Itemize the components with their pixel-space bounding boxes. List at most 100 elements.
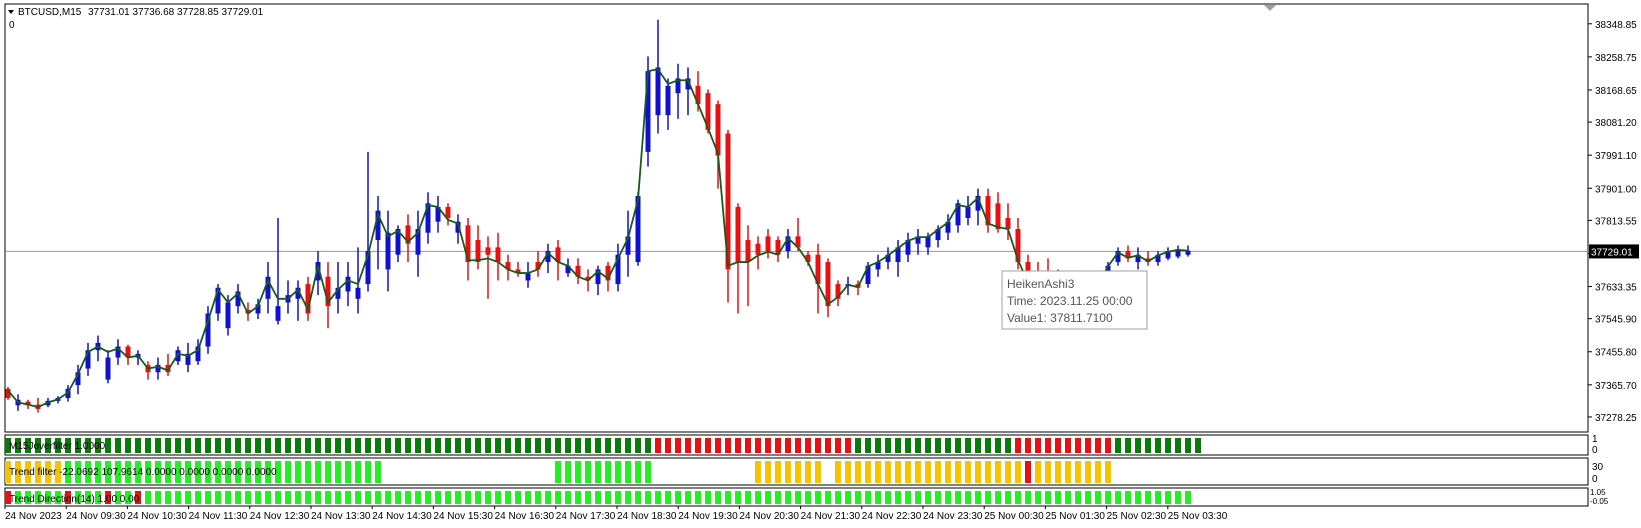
candle-body bbox=[1115, 251, 1121, 263]
histogram-bar bbox=[665, 438, 671, 453]
time-axis: 24 Nov 2023 24 Nov 09:30 24 Nov 10:30 24 No… bbox=[4, 506, 1228, 522]
candle-body bbox=[25, 401, 31, 406]
histogram-bar bbox=[705, 438, 711, 453]
histogram-bar bbox=[685, 491, 691, 504]
histogram-bar bbox=[595, 461, 601, 483]
histogram-bar bbox=[1085, 461, 1091, 483]
histogram-bar bbox=[915, 491, 921, 504]
histogram-bar bbox=[885, 438, 891, 453]
histogram-bar bbox=[315, 461, 321, 483]
histogram-bar bbox=[1185, 438, 1191, 453]
candle-body bbox=[305, 284, 311, 314]
candle-body bbox=[495, 247, 501, 263]
histogram-bar bbox=[395, 491, 401, 504]
histogram-bar bbox=[165, 461, 171, 483]
candle-body bbox=[885, 254, 891, 263]
price-tick-label: 37455.80 bbox=[1595, 348, 1637, 359]
panel3-histogram bbox=[5, 491, 1191, 504]
histogram-bar bbox=[925, 491, 931, 504]
histogram-bar bbox=[925, 461, 931, 483]
candle-body bbox=[975, 195, 981, 211]
price-tick-label: 37545.90 bbox=[1595, 315, 1637, 326]
histogram-bar bbox=[575, 438, 581, 453]
histogram-bar bbox=[1095, 461, 1101, 483]
histogram-bar bbox=[475, 438, 481, 453]
histogram-bar bbox=[845, 438, 851, 453]
histogram-bar bbox=[275, 438, 281, 453]
histogram-bar bbox=[855, 438, 861, 453]
histogram-bar bbox=[1105, 461, 1111, 483]
histogram-bar bbox=[615, 491, 621, 504]
histogram-bar bbox=[855, 461, 861, 483]
histogram-bar bbox=[335, 438, 341, 453]
histogram-bar bbox=[995, 461, 1001, 483]
candle-body bbox=[1145, 258, 1151, 263]
candle-body bbox=[545, 251, 551, 263]
histogram-bar bbox=[465, 438, 471, 453]
candle-body bbox=[325, 276, 331, 307]
histogram-bar bbox=[1045, 438, 1051, 453]
histogram-bar bbox=[305, 438, 311, 453]
histogram-bar bbox=[235, 491, 241, 504]
candle-body bbox=[1165, 251, 1171, 259]
histogram-bar bbox=[115, 491, 121, 504]
histogram-bar bbox=[205, 491, 211, 504]
histogram-bar bbox=[595, 491, 601, 504]
histogram-bar bbox=[765, 438, 771, 453]
histogram-bar bbox=[1105, 491, 1111, 504]
histogram-bar bbox=[1145, 438, 1151, 453]
candle-body bbox=[505, 262, 511, 270]
histogram-bar bbox=[405, 491, 411, 504]
histogram-bar bbox=[855, 491, 861, 504]
histogram-bar bbox=[345, 438, 351, 453]
price-tick-label: 37633.35 bbox=[1595, 283, 1637, 294]
histogram-bar bbox=[1035, 438, 1041, 453]
histogram-bar bbox=[965, 461, 971, 483]
time-tick-label: 25 Nov 00:30 bbox=[984, 511, 1044, 522]
time-tick-label: 24 Nov 15:30 bbox=[433, 511, 493, 522]
histogram-bar bbox=[215, 461, 221, 483]
symbol-dropdown-icon[interactable] bbox=[8, 10, 14, 14]
histogram-bar bbox=[175, 461, 181, 483]
price-tick-label: 38348.85 bbox=[1595, 20, 1637, 31]
histogram-bar bbox=[895, 438, 901, 453]
histogram-bar bbox=[575, 461, 581, 483]
histogram-bar bbox=[1115, 438, 1121, 453]
time-tick-label: 24 Nov 23:30 bbox=[923, 511, 983, 522]
histogram-bar bbox=[455, 491, 461, 504]
histogram-bar bbox=[945, 438, 951, 453]
histogram-bar bbox=[415, 491, 421, 504]
chart-shift-marker[interactable] bbox=[1264, 5, 1276, 11]
histogram-bar bbox=[995, 438, 1001, 453]
histogram-bar bbox=[465, 491, 471, 504]
histogram-bar bbox=[1065, 491, 1071, 504]
histogram-bar bbox=[225, 491, 231, 504]
time-tick-label: 24 Nov 18:30 bbox=[617, 511, 677, 522]
histogram-bar bbox=[475, 491, 481, 504]
histogram-bar bbox=[1075, 461, 1081, 483]
candle-body bbox=[355, 287, 361, 299]
time-tick-label: 24 Nov 20:30 bbox=[739, 511, 799, 522]
histogram-bar bbox=[55, 491, 61, 504]
histogram-bar bbox=[975, 461, 981, 483]
candle-body bbox=[655, 67, 661, 116]
panel3-label: Trend Direction(14) 1.00 0.00 bbox=[9, 494, 140, 505]
histogram-bar bbox=[785, 491, 791, 504]
candle-body bbox=[215, 287, 221, 314]
histogram-bar bbox=[735, 438, 741, 453]
histogram-bar bbox=[985, 438, 991, 453]
candle-body bbox=[485, 247, 491, 255]
histogram-bar bbox=[1005, 461, 1011, 483]
histogram-bar bbox=[705, 491, 711, 504]
histogram-bar bbox=[205, 461, 211, 483]
histogram-bar bbox=[1095, 438, 1101, 453]
histogram-bar bbox=[15, 491, 21, 504]
histogram-bar bbox=[785, 438, 791, 453]
histogram-bar bbox=[1135, 491, 1141, 504]
histogram-bar bbox=[1025, 438, 1031, 453]
price-tick-label: 37901.00 bbox=[1595, 184, 1637, 195]
candle-body bbox=[875, 262, 881, 270]
time-tick-label: 24 Nov 14:30 bbox=[372, 511, 432, 522]
candles-layer bbox=[5, 19, 1191, 413]
